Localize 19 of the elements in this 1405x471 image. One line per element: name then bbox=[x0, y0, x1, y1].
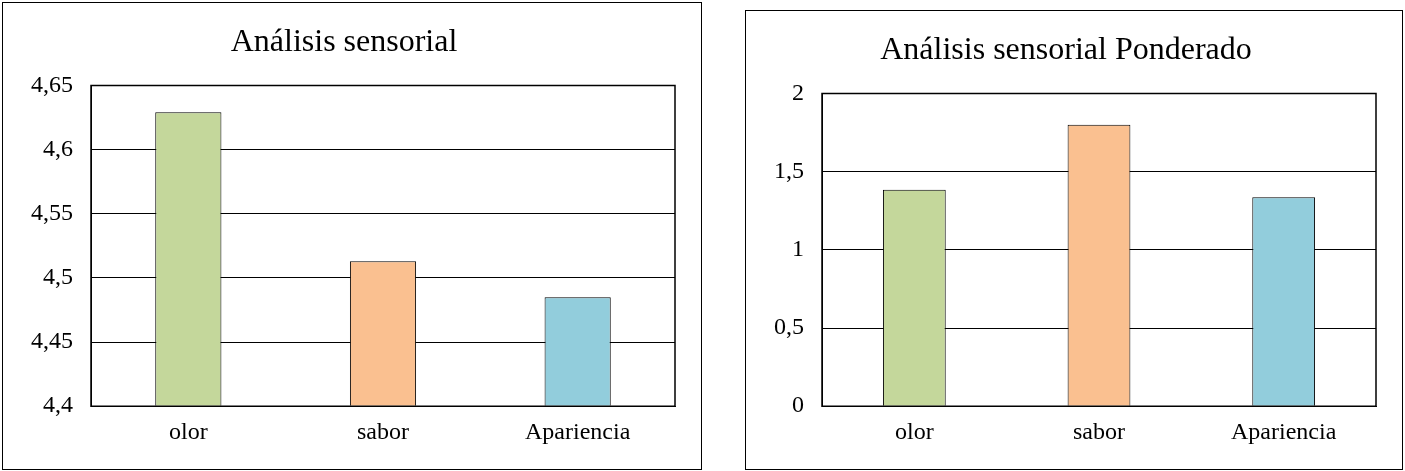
x-tick-label: Apariencia bbox=[1231, 417, 1337, 444]
y-tick-label: 4,4 bbox=[43, 391, 73, 418]
y-tick-label: 4,55 bbox=[31, 199, 73, 226]
chart-title: Análisis sensorial bbox=[230, 21, 458, 58]
y-tick-label: 0 bbox=[792, 391, 804, 418]
y-tick-label: 0,5 bbox=[774, 313, 804, 340]
y-tick-label: 4,6 bbox=[43, 134, 73, 161]
y-tick-label: 4,5 bbox=[43, 263, 73, 290]
x-tick-label: Apariencia bbox=[525, 417, 631, 444]
x-tick-label: sabor bbox=[1073, 417, 1125, 444]
x-tick-label: sabor bbox=[357, 417, 409, 444]
y-tick-label: 4,65 bbox=[31, 70, 73, 97]
y-tick-label: 1,5 bbox=[774, 156, 804, 183]
x-tick-label: olor bbox=[169, 417, 208, 444]
y-tick-label: 1 bbox=[792, 235, 804, 262]
chart-title: Análisis sensorial Ponderado bbox=[880, 29, 1252, 66]
x-tick-label: olor bbox=[895, 417, 934, 444]
y-tick-label: 2 bbox=[792, 78, 804, 105]
y-tick-label: 4,45 bbox=[31, 327, 73, 354]
